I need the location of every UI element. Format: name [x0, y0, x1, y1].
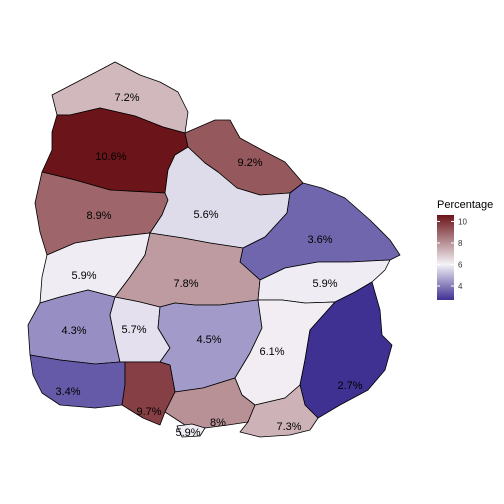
region-label-salto: 10.6%	[95, 151, 126, 163]
region-label-florida: 4.5%	[196, 334, 221, 346]
region-labels-layer: 7.2% 10.6% 9.2% 8.9% 5.6% 3.6% 5.9% 7.8%…	[55, 92, 362, 439]
region-label-colonia: 3.4%	[55, 386, 80, 398]
region-rocha	[299, 281, 393, 419]
region-label-flores: 5.7%	[121, 324, 146, 336]
region-label-lavalleja: 6.1%	[259, 346, 284, 358]
region-label-durazno: 7.8%	[173, 278, 198, 290]
region-label-rocha: 2.7%	[337, 380, 362, 392]
region-label-cerro-largo: 3.6%	[307, 234, 332, 246]
legend-tick-label: 4	[458, 282, 463, 291]
region-san-jose	[121, 361, 176, 426]
region-colonia	[29, 354, 126, 409]
region-label-soriano: 4.3%	[61, 325, 86, 337]
region-label-artigas: 7.2%	[114, 92, 139, 104]
legend-tick-label: 10	[458, 217, 467, 226]
legend-tick-label: 8	[458, 239, 463, 248]
legend: Percentage 10 8 6 4	[437, 199, 493, 300]
legend-title: Percentage	[437, 199, 493, 211]
region-label-san-jose: 9.7%	[136, 406, 161, 418]
region-maldonado	[239, 384, 319, 438]
region-label-treinta-y-tres: 5.9%	[312, 278, 337, 290]
legend-ticks: 10 8 6 4	[437, 217, 467, 291]
region-label-paysandu: 8.9%	[86, 210, 111, 222]
region-label-rio-negro: 5.9%	[71, 270, 96, 282]
region-label-maldonado: 7.3%	[276, 421, 301, 433]
region-label-rivera: 9.2%	[237, 157, 262, 169]
region-label-montevideo: 5.9%	[175, 427, 200, 439]
legend-colorbar	[437, 215, 454, 300]
legend-tick-label: 6	[458, 260, 463, 269]
region-label-canelones: 8%	[210, 417, 226, 429]
region-label-tacuarembo: 5.6%	[193, 209, 218, 221]
regions-layer	[27, 61, 401, 438]
region-montevideo	[176, 423, 206, 438]
